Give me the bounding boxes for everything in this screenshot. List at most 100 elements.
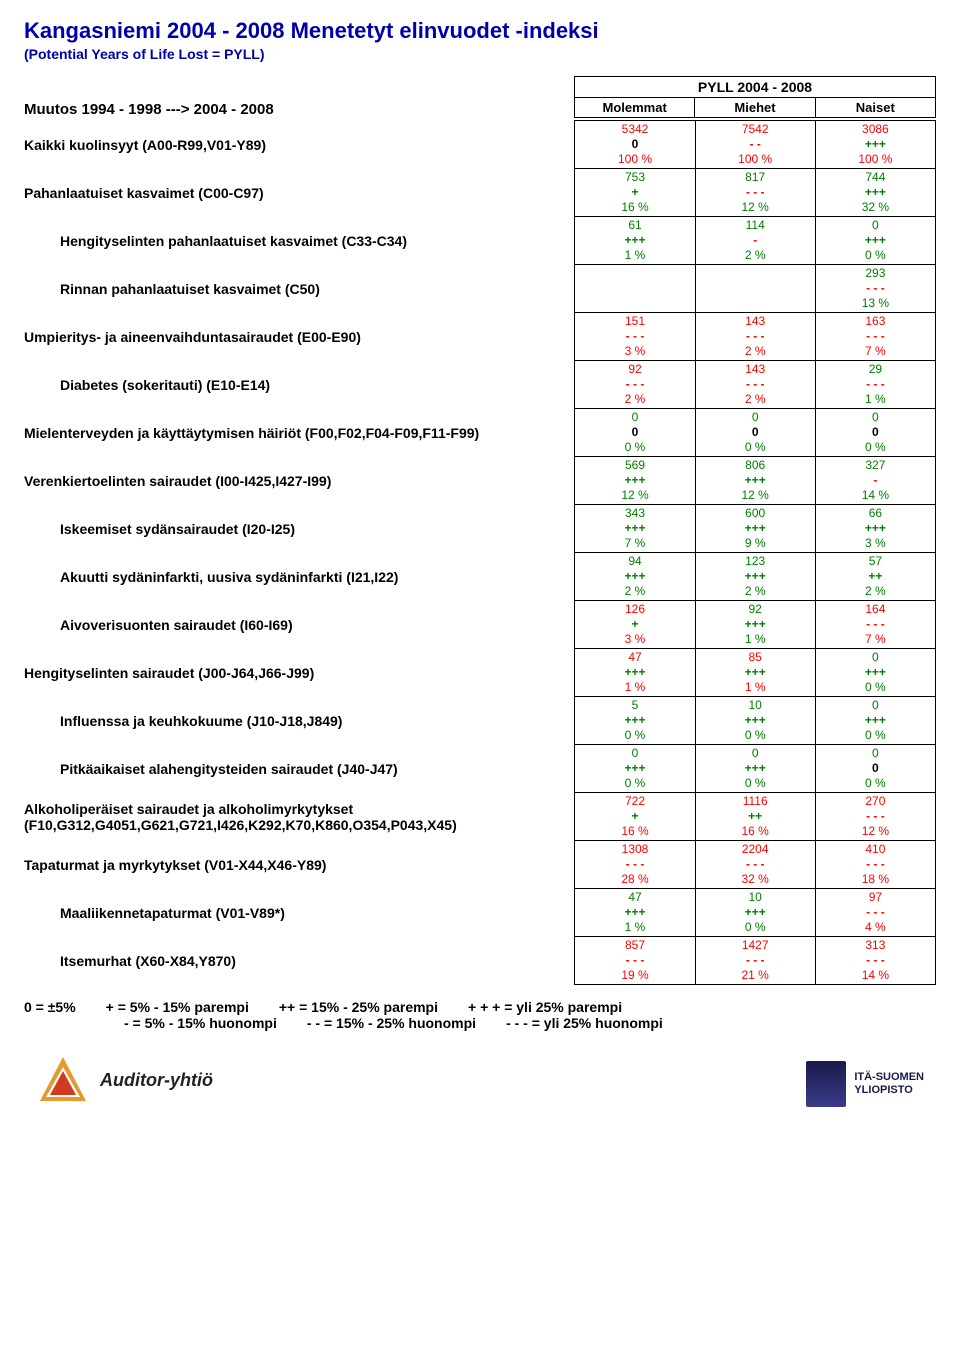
row-label: Kaikki kuolinsyyt (A00-R99,V01-Y89) [24,121,575,169]
cell-trend: - - - [816,377,935,392]
cell-percent: 2 % [816,584,935,599]
value-cell: 410- - -18 % [815,841,935,889]
value-cell: 47+++1 % [575,649,695,697]
value-cell: 66+++3 % [815,505,935,553]
cell-percent: 2 % [575,584,694,599]
cell-index: 29 [816,362,935,377]
footer: Auditor-yhtiö ITÄ-SUOMEN YLIOPISTO [24,1053,936,1107]
value-cell: 600+++9 % [695,505,815,553]
cell-percent: 100 % [696,152,815,167]
cell-index: 753 [575,170,694,185]
row-label: Umpieritys- ja aineenvaihduntasairaudet … [24,313,575,361]
value-cell [695,265,815,313]
cell-percent: 16 % [575,200,694,215]
cell-trend: +++ [816,665,935,680]
cell-index: 327 [816,458,935,473]
table-row: Pitkäaikaiset alahengitysteiden sairaude… [24,745,936,793]
cell-index [696,266,815,281]
cell-percent: 0 % [696,776,815,791]
cell-trend: - - - [816,617,935,632]
value-cell: 123+++2 % [695,553,815,601]
legend-item: - - = 15% - 25% huonompi [307,1015,476,1031]
page-subtitle: (Potential Years of Life Lost = PYLL) [24,46,936,62]
cell-percent: 1 % [696,632,815,647]
cell-index: 126 [575,602,694,617]
value-cell: 3086+++100 % [815,121,935,169]
cell-index: 114 [696,218,815,233]
cell-trend: +++ [575,569,694,584]
row-label: Diabetes (sokeritauti) (E10-E14) [24,361,575,409]
cell-trend: - - - [696,857,815,872]
cell-index: 293 [816,266,935,281]
cell-index: 817 [696,170,815,185]
cell-percent: 100 % [816,152,935,167]
row-label: Mielenterveyden ja käyttäytymisen häiriö… [24,409,575,457]
legend-item: 0 = ±5% [24,999,76,1015]
value-cell: 806+++12 % [695,457,815,505]
cell-trend: +++ [575,521,694,536]
cell-trend: +++ [575,905,694,920]
cell-index: 143 [696,362,815,377]
value-cell: 0+++0 % [575,745,695,793]
cell-percent: 0 % [575,728,694,743]
value-cell: 97- - -4 % [815,889,935,937]
cell-percent: 14 % [816,488,935,503]
cell-percent: 4 % [816,920,935,935]
cell-index: 0 [816,746,935,761]
cell-index: 1308 [575,842,694,857]
column-headers: Molemmat Miehet Naiset [574,97,936,118]
cell-percent: 18 % [816,872,935,887]
value-cell: 92- - -2 % [575,361,695,409]
cell-index: 66 [816,506,935,521]
cell-trend: - - - [575,377,694,392]
cell-percent: 0 % [575,440,694,455]
cell-percent: 12 % [816,824,935,839]
auditor-logo-icon [36,1053,90,1107]
cell-index: 600 [696,506,815,521]
col-header-miehet: Miehet [695,97,815,118]
cell-index: 163 [816,314,935,329]
cell-percent: 100 % [575,152,694,167]
cell-index: 3086 [816,122,935,137]
cell-trend: - - - [816,329,935,344]
cell-trend: +++ [696,473,815,488]
cell-trend: +++ [816,137,935,152]
cell-index: 313 [816,938,935,953]
value-cell: 10+++0 % [695,697,815,745]
table-row: Mielenterveyden ja käyttäytymisen häiriö… [24,409,936,457]
table-row: Diabetes (sokeritauti) (E10-E14)92- - -2… [24,361,936,409]
value-cell: 0+++0 % [815,649,935,697]
cell-trend: 0 [696,425,815,440]
cell-index: 1116 [696,794,815,809]
cell-trend: - - - [816,809,935,824]
cell-percent: 2 % [575,392,694,407]
cell-percent: 0 % [575,776,694,791]
cell-index: 270 [816,794,935,809]
cell-percent [575,296,694,311]
cell-percent: 1 % [575,680,694,695]
cell-percent: 0 % [696,728,815,743]
legend-item: - - - = yli 25% huonompi [506,1015,663,1031]
cell-index: 0 [816,410,935,425]
cell-trend: +++ [816,185,935,200]
value-cell: 57++2 % [815,553,935,601]
cell-index: 92 [575,362,694,377]
cell-trend: +++ [696,569,815,584]
row-label: Hengityselinten pahanlaatuiset kasvaimet… [24,217,575,265]
table-row: Pahanlaatuiset kasvaimet (C00-C97)753+16… [24,169,936,217]
cell-trend: - - - [816,905,935,920]
cell-index: 806 [696,458,815,473]
row-label: Itsemurhat (X60-X84,Y870) [24,937,575,985]
cell-index: 10 [696,890,815,905]
value-cell: 151- - -3 % [575,313,695,361]
cell-trend: - - - [575,953,694,968]
cell-percent: 12 % [696,488,815,503]
value-cell: 857- - -19 % [575,937,695,985]
legend-item: ++ = 15% - 25% parempi [279,999,438,1015]
cell-index: 5 [575,698,694,713]
value-cell: 1427- - -21 % [695,937,815,985]
table-row: Iskeemiset sydänsairaudet (I20-I25)343++… [24,505,936,553]
row-label: Alkoholiperäiset sairaudet ja alkoholimy… [24,793,575,841]
table-row: Itsemurhat (X60-X84,Y870)857- - -19 %142… [24,937,936,985]
cell-trend: - - - [696,377,815,392]
